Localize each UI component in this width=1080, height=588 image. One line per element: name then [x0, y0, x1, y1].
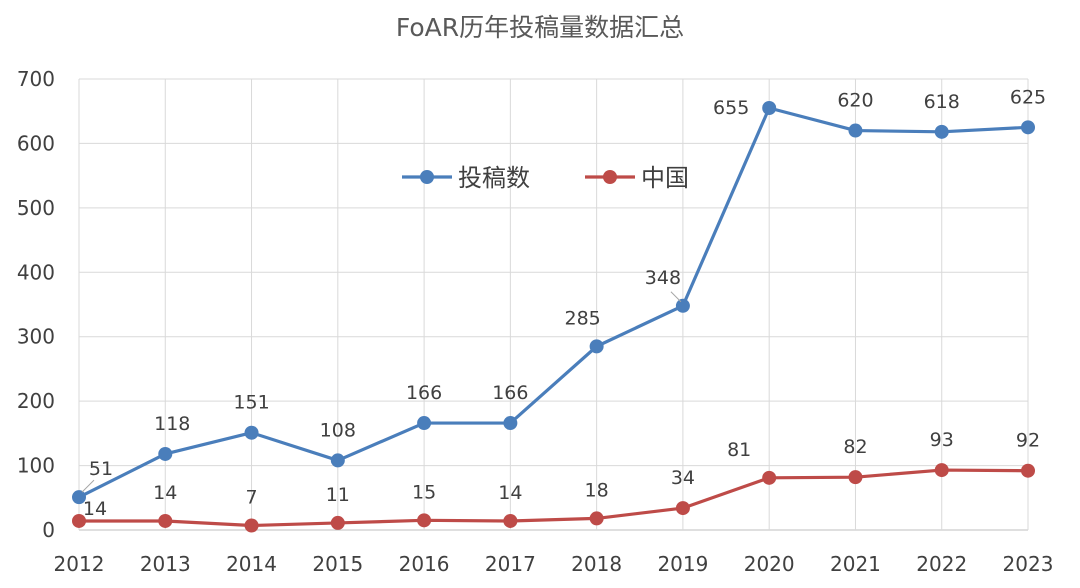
y-tick-label: 300 [17, 325, 55, 349]
leader-line [670, 291, 682, 303]
data-point [244, 518, 259, 533]
data-point [158, 446, 173, 461]
data-label: 14 [153, 482, 177, 504]
y-tick-label: 0 [42, 518, 55, 542]
data-label: 655 [713, 97, 749, 119]
x-tick-label: 2013 [140, 552, 191, 576]
gridlines [78, 78, 1029, 531]
legend-marker [603, 170, 617, 184]
data-point [589, 339, 604, 354]
data-label: 14 [498, 482, 522, 504]
y-tick-label: 400 [17, 260, 55, 284]
data-point [158, 513, 173, 528]
x-tick-label: 2019 [657, 552, 708, 576]
data-label: 285 [565, 307, 601, 329]
x-tick-label: 2014 [226, 552, 277, 576]
data-point [417, 513, 432, 528]
data-point [675, 501, 690, 516]
legend-label: 投稿数 [458, 164, 530, 192]
data-point [934, 124, 949, 139]
x-tick-label: 2018 [571, 552, 622, 576]
x-tick-label: 2017 [485, 552, 536, 576]
legend: 投稿数 中国 [402, 164, 689, 192]
data-point [675, 298, 690, 313]
data-point [762, 470, 777, 485]
data-point [244, 425, 259, 440]
data-label: 166 [406, 382, 442, 404]
data-label: 92 [1016, 430, 1040, 452]
data-label: 625 [1010, 86, 1046, 108]
data-label: 51 [89, 458, 113, 480]
data-point [503, 513, 518, 528]
data-label: 348 [645, 267, 681, 289]
data-label: 18 [585, 479, 609, 501]
data-label: 93 [930, 429, 954, 451]
x-tick-label: 2022 [916, 552, 967, 576]
series-group: 51 118 151 108 166 166 285 348 655 620 618 625 14 14 7… [72, 86, 1046, 533]
x-tick-label: 2021 [830, 552, 881, 576]
data-label: 7 [245, 486, 257, 508]
data-label: 620 [837, 90, 873, 112]
data-point [330, 515, 345, 530]
data-point [934, 463, 949, 478]
chart-title: FoAR历年投稿量数据汇总 [396, 13, 684, 42]
data-point [503, 416, 518, 431]
x-tick-label: 2016 [399, 552, 450, 576]
data-point [1021, 120, 1035, 135]
series-line-1 [79, 468, 1029, 528]
leader-line [81, 479, 95, 493]
data-point [1021, 463, 1035, 478]
data-label: 11 [326, 484, 350, 506]
x-tick-label: 2012 [54, 552, 105, 576]
data-label: 166 [492, 382, 528, 404]
data-label: 118 [154, 413, 190, 435]
series-line-0 [78, 106, 1029, 499]
y-axis-ticks: 0 100 200 300 400 500 600 700 [17, 67, 55, 542]
data-point [848, 123, 863, 138]
data-label: 82 [843, 436, 867, 458]
data-point [589, 511, 604, 526]
data-label: 81 [727, 439, 751, 461]
x-axis-ticks: 2012 2013 2014 2015 2016 2017 2018 2019 2020 2021… [54, 552, 1054, 576]
data-label: 108 [320, 419, 356, 441]
y-tick-label: 200 [17, 389, 55, 413]
data-point [72, 490, 86, 505]
legend-marker [420, 170, 434, 184]
data-point [330, 453, 345, 468]
y-tick-label: 600 [17, 131, 55, 155]
data-label: 618 [924, 91, 960, 113]
legend-label: 中国 [641, 164, 689, 192]
data-point [762, 100, 777, 115]
data-label: 14 [83, 498, 107, 520]
data-label: 151 [233, 392, 269, 414]
x-tick-label: 2015 [312, 552, 363, 576]
data-label: 15 [412, 481, 436, 503]
y-tick-label: 500 [17, 196, 55, 220]
data-point [848, 470, 863, 485]
data-point [72, 513, 86, 528]
x-tick-label: 2020 [744, 552, 795, 576]
data-point [417, 416, 432, 431]
y-tick-label: 100 [17, 454, 55, 478]
data-label: 34 [671, 467, 695, 489]
y-tick-label: 700 [17, 67, 55, 91]
x-tick-label: 2023 [1003, 552, 1054, 576]
